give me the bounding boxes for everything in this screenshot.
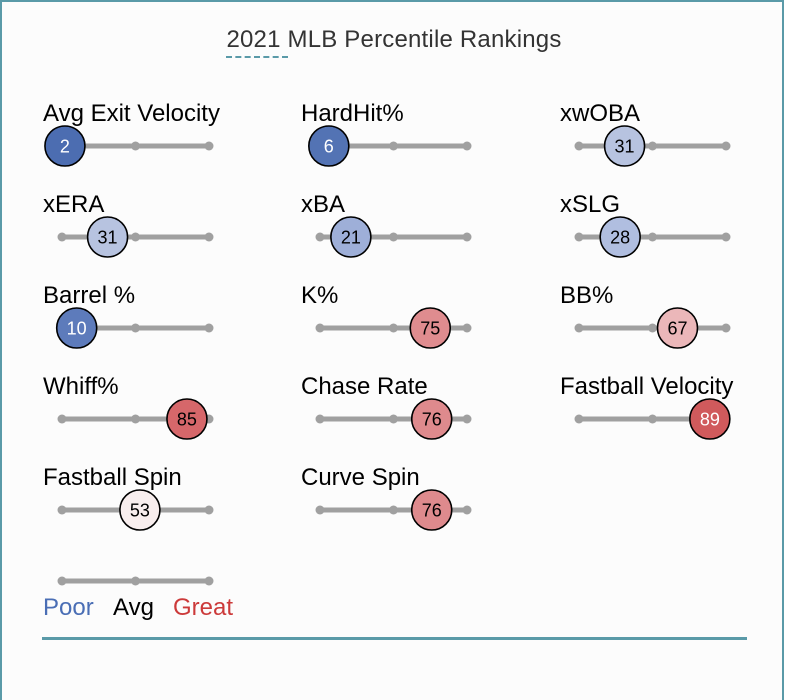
metric-label: Avg Exit Velocity xyxy=(43,100,220,127)
track-tick xyxy=(57,576,67,586)
metric-label: K% xyxy=(301,282,339,309)
percentile-marker xyxy=(330,216,372,258)
metric-track xyxy=(57,232,214,242)
track-tick xyxy=(389,414,398,424)
percentile-value: 76 xyxy=(422,501,442,521)
track-tick xyxy=(315,232,325,242)
metric-label: Curve Spin xyxy=(301,464,420,491)
track-tick xyxy=(462,414,472,424)
percentile-value: 10 xyxy=(67,319,87,339)
track-tick xyxy=(721,232,731,242)
track-tick xyxy=(574,323,584,333)
metric-track xyxy=(574,141,731,151)
track-tick xyxy=(131,232,140,242)
metric-label: Chase Rate xyxy=(301,373,428,400)
metric-label: Fastball Velocity xyxy=(560,373,734,400)
track-tick xyxy=(204,505,214,515)
bottom-rule xyxy=(42,637,747,640)
track-tick xyxy=(131,576,140,586)
percentile-value: 76 xyxy=(422,410,442,430)
track-tick xyxy=(648,232,657,242)
track-tick xyxy=(315,323,325,333)
legend-poor: Poor xyxy=(43,594,94,621)
percentile-value: 31 xyxy=(615,137,635,157)
track-tick xyxy=(574,141,584,151)
percentile-marker xyxy=(86,216,129,258)
percentile-marker xyxy=(55,307,98,349)
title-underline xyxy=(226,56,288,58)
percentile-marker xyxy=(308,125,350,167)
track-tick xyxy=(131,323,140,333)
track-tick xyxy=(648,414,657,424)
percentile-marker xyxy=(44,125,86,167)
percentile-value: 67 xyxy=(667,319,687,339)
track-tick xyxy=(389,505,398,515)
legend-avg: Avg xyxy=(113,594,154,621)
track-tick xyxy=(389,232,398,242)
percentile-marker xyxy=(599,216,641,258)
track-tick xyxy=(462,323,472,333)
track-tick xyxy=(57,505,67,515)
track-tick xyxy=(574,414,584,424)
percentile-value: 6 xyxy=(324,137,334,157)
track-tick xyxy=(462,505,472,515)
track-tick xyxy=(315,505,325,515)
track-tick xyxy=(57,414,67,424)
metric-label: xSLG xyxy=(560,191,621,218)
percentile-value: 31 xyxy=(98,228,118,248)
percentile-value: 21 xyxy=(341,228,361,248)
percentile-value: 89 xyxy=(700,410,720,430)
track-tick xyxy=(57,232,67,242)
percentile-marker xyxy=(656,307,699,349)
percentile-marker xyxy=(603,125,646,167)
percentile-value: 75 xyxy=(420,319,440,339)
percentile-value: 53 xyxy=(130,501,150,521)
track-tick xyxy=(574,232,584,242)
track-tick xyxy=(462,141,472,151)
percentile-marker xyxy=(409,307,452,349)
track-tick xyxy=(204,232,214,242)
track-tick xyxy=(462,232,472,242)
metric-label: xwOBA xyxy=(560,100,641,127)
percentile-marker xyxy=(689,398,731,440)
legend-great: Great xyxy=(173,594,234,621)
metric-label: xERA xyxy=(43,191,105,218)
chart-title: 2021 MLB Percentile Rankings xyxy=(226,26,562,53)
track-tick xyxy=(721,141,731,151)
metric-track xyxy=(574,232,731,242)
metric-label: Fastball Spin xyxy=(43,464,182,491)
percentile-chart: 2 6 31 31 21 28 10 75 67 85 76 89 53 76 xyxy=(44,125,731,586)
percentile-marker xyxy=(119,489,161,531)
track-tick xyxy=(389,323,398,333)
percentile-value: 28 xyxy=(610,228,630,248)
track-tick xyxy=(648,323,657,333)
track-tick xyxy=(204,141,214,151)
metric-label: HardHit% xyxy=(301,100,404,127)
metric-label: Barrel % xyxy=(43,282,136,309)
track-tick xyxy=(315,414,325,424)
percentile-marker xyxy=(166,398,208,440)
percentile-value: 85 xyxy=(177,410,197,430)
percentile-marker xyxy=(410,489,453,531)
legend-track xyxy=(57,576,214,586)
track-tick xyxy=(131,414,140,424)
track-tick xyxy=(721,323,731,333)
track-tick xyxy=(648,141,657,151)
metric-track xyxy=(574,323,731,333)
metric-label: xBA xyxy=(301,191,346,218)
track-tick xyxy=(131,141,140,151)
metric-label: BB% xyxy=(560,282,614,309)
track-tick xyxy=(204,576,214,586)
percentile-marker xyxy=(410,398,453,440)
track-tick xyxy=(204,323,214,333)
percentile-value: 2 xyxy=(60,137,70,157)
track-tick xyxy=(389,141,398,151)
metric-label: Whiff% xyxy=(43,373,119,400)
